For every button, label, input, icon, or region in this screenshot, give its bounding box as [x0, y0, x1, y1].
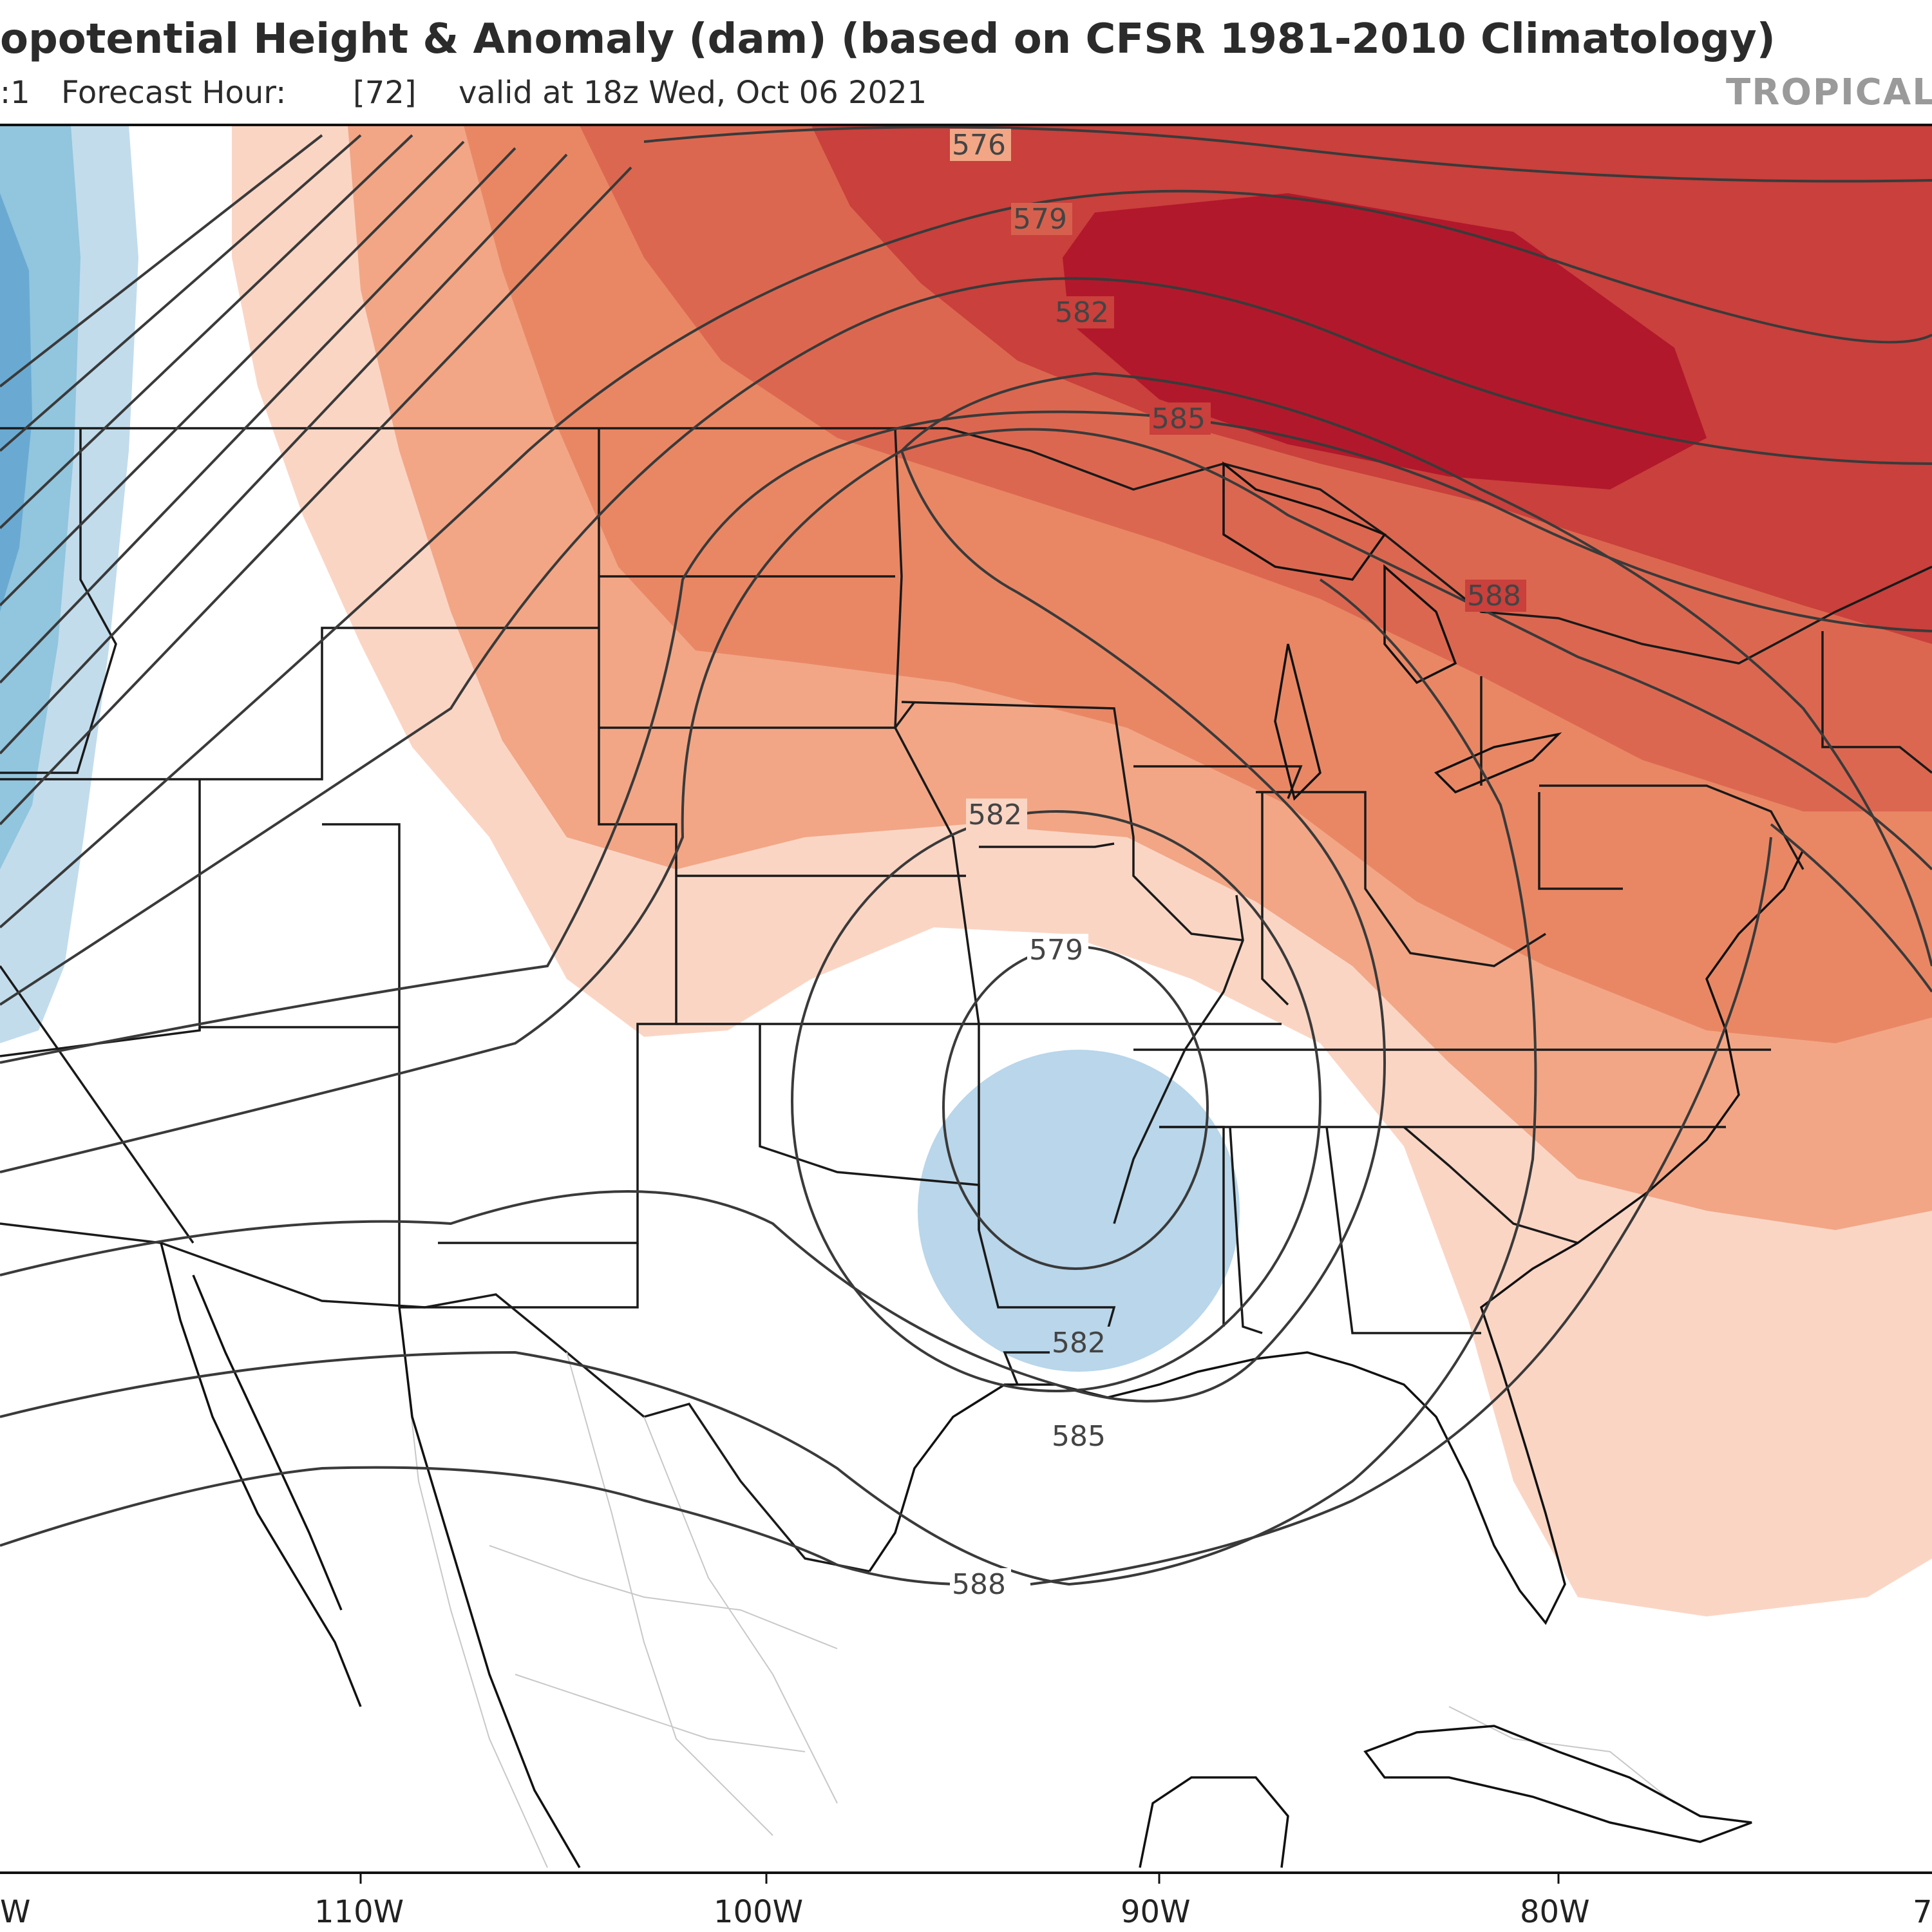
contour-label-585-north: 585 [1151, 402, 1206, 435]
cuba-coast [1363, 1725, 1752, 1843]
anomaly-red-6 [1063, 193, 1707, 489]
contour-label-579-south: 579 [1029, 934, 1083, 967]
lon-label-90w: 90W [1121, 1894, 1191, 1930]
forecast-hour-label: Forecast Hour: [61, 75, 286, 111]
footer-band [0, 1873, 1932, 1932]
longitude-axis: W 110W 100W 90W 80W 7 [0, 1873, 1932, 1930]
header-band [0, 0, 1932, 124]
map-title: opotential Height & Anomaly (dam) (based… [0, 15, 1776, 63]
anomaly-blue-arklatex [918, 1050, 1240, 1372]
lon-label-70w: 7 [1913, 1894, 1932, 1930]
map-area: 576 579 582 585 588 582 579 582 585 588 [0, 126, 1932, 1868]
yucatan-coast [1139, 1776, 1289, 1868]
political-borders [0, 427, 1932, 1573]
mexico-state-borders [399, 1307, 1675, 1868]
run-prefix: :1 [0, 75, 30, 111]
lon-label-80w: 80W [1520, 1894, 1590, 1930]
forecast-hour-value: [72] [353, 75, 417, 111]
contour-582-closed [791, 810, 1321, 1392]
contour-label-582-north: 582 [1055, 296, 1109, 329]
contour-label-588-south: 588 [952, 1568, 1006, 1601]
great-lakes [1222, 461, 1562, 801]
height-contours [0, 126, 1932, 1586]
contour-label-585-south: 585 [1052, 1420, 1106, 1453]
contour-label-579-north: 579 [1013, 203, 1067, 236]
brand-logo-text: TROPICAL [1726, 71, 1932, 113]
contour-label-588-north: 588 [1467, 580, 1521, 612]
baja-coast [160, 1242, 362, 1707]
contour-labels: 576 579 582 585 588 582 579 582 585 588 [950, 129, 1526, 1601]
lon-label-120w: W [0, 1894, 30, 1930]
anomaly-blue-west-inner [0, 193, 32, 612]
contour-label-576: 576 [952, 129, 1006, 162]
mexico-west-coast [398, 1307, 581, 1868]
lon-label-110w: 110W [314, 1894, 404, 1930]
contour-label-582-south: 582 [1052, 1327, 1106, 1359]
lon-label-100w: 100W [714, 1894, 803, 1930]
valid-time: valid at 18z Wed, Oct 06 2021 [459, 75, 927, 111]
contour-label-582-mid: 582 [968, 799, 1022, 831]
